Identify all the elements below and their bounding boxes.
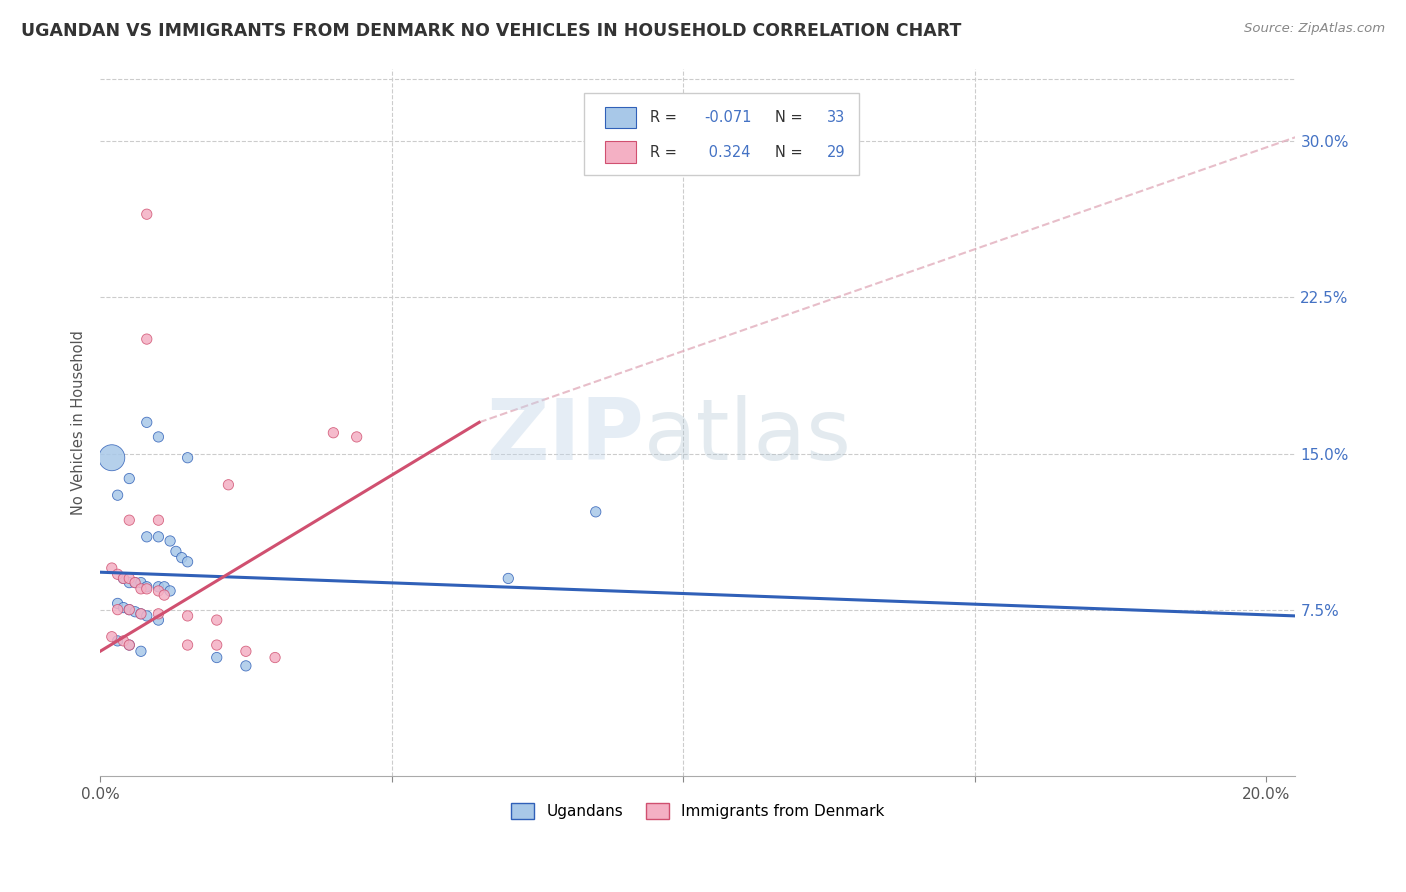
Point (176, 450, 198, 465)
Text: R =: R = (650, 110, 676, 125)
Point (153, 580, 176, 594)
Point (235, 644, 257, 658)
Point (165, 544, 187, 558)
Text: N =: N = (776, 110, 803, 125)
Point (176, 638, 198, 652)
Point (107, 488, 129, 502)
Text: R =: R = (650, 145, 676, 160)
Text: -0.071: -0.071 (704, 110, 751, 125)
Text: 29: 29 (827, 145, 845, 160)
Text: ZIP: ZIP (486, 395, 644, 478)
Point (176, 555, 198, 569)
Point (118, 513, 141, 527)
Point (112, 571, 135, 585)
Point (585, 505, 607, 519)
Text: 33: 33 (827, 110, 845, 125)
Text: N =: N = (776, 145, 803, 160)
Point (112, 600, 135, 615)
Point (135, 608, 157, 623)
Point (135, 580, 157, 594)
Point (118, 471, 141, 485)
Text: 0.324: 0.324 (704, 145, 751, 160)
Point (101, 561, 124, 575)
Point (118, 571, 141, 585)
Point (107, 602, 129, 616)
Point (176, 608, 198, 623)
Point (101, 630, 124, 644)
Point (118, 602, 141, 616)
Point (129, 607, 152, 621)
Point (135, 415, 157, 429)
Point (159, 533, 181, 548)
Point (148, 513, 170, 527)
Point (129, 582, 152, 596)
Text: Source: ZipAtlas.com: Source: ZipAtlas.com (1244, 22, 1385, 36)
Point (129, 607, 152, 621)
FancyBboxPatch shape (605, 107, 636, 128)
Point (107, 596, 129, 610)
Point (124, 575, 146, 590)
Point (205, 650, 228, 665)
Y-axis label: No Vehicles in Household: No Vehicles in Household (72, 330, 86, 515)
Point (148, 430, 170, 444)
Point (235, 658, 257, 673)
Point (112, 633, 135, 648)
Point (148, 607, 170, 621)
Point (148, 613, 170, 627)
Point (205, 613, 228, 627)
Point (101, 450, 124, 465)
Point (129, 575, 152, 590)
Point (159, 583, 181, 598)
Point (153, 588, 176, 602)
Point (107, 633, 129, 648)
Point (346, 430, 368, 444)
Point (118, 602, 141, 616)
Point (112, 571, 135, 585)
Point (148, 583, 170, 598)
Text: atlas: atlas (644, 395, 852, 478)
Legend: Ugandans, Immigrants from Denmark: Ugandans, Immigrants from Denmark (505, 797, 890, 825)
Point (107, 567, 129, 582)
FancyBboxPatch shape (605, 142, 636, 162)
Point (135, 332, 157, 346)
Point (135, 530, 157, 544)
Point (118, 638, 141, 652)
Point (148, 580, 170, 594)
Point (170, 550, 193, 565)
Point (264, 650, 287, 665)
Point (129, 644, 152, 658)
Point (217, 477, 239, 491)
Point (118, 575, 141, 590)
Point (135, 582, 157, 596)
Point (118, 638, 141, 652)
Point (124, 605, 146, 619)
FancyBboxPatch shape (585, 94, 859, 175)
Point (135, 207, 157, 221)
Point (205, 638, 228, 652)
Point (322, 425, 344, 440)
Point (124, 575, 146, 590)
Point (148, 530, 170, 544)
Text: UGANDAN VS IMMIGRANTS FROM DENMARK NO VEHICLES IN HOUSEHOLD CORRELATION CHART: UGANDAN VS IMMIGRANTS FROM DENMARK NO VE… (21, 22, 962, 40)
Point (498, 571, 520, 585)
